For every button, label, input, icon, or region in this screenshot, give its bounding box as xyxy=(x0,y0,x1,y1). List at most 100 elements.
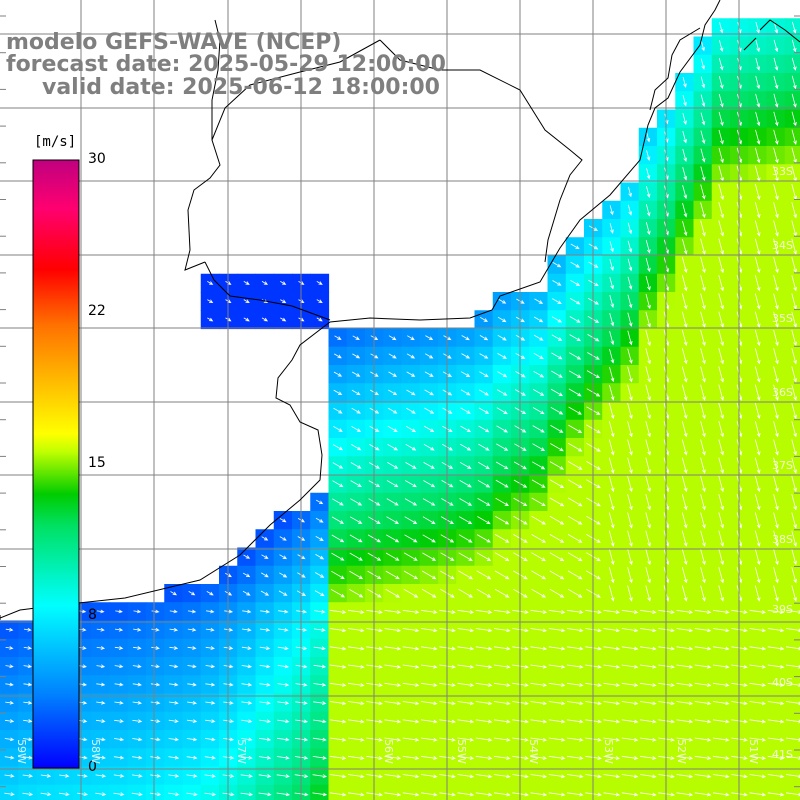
wind-cell xyxy=(711,784,731,800)
wind-arrow xyxy=(420,609,438,614)
wind-arrow xyxy=(676,646,694,651)
wind-arrow xyxy=(532,407,545,415)
wind-cell xyxy=(255,784,275,800)
wind-arrow xyxy=(627,222,633,235)
wind-arrow xyxy=(458,534,473,543)
lon-label: 51W xyxy=(746,739,760,764)
wind-arrow xyxy=(479,316,488,322)
wind-arrow xyxy=(402,755,420,760)
wind-arrow xyxy=(603,609,621,614)
wind-arrow xyxy=(475,609,493,614)
wind-arrow xyxy=(773,183,779,201)
wind-arrow xyxy=(791,293,797,310)
wind-arrow xyxy=(700,475,706,493)
wind-arrow xyxy=(458,570,473,580)
wind-arrow xyxy=(4,719,15,723)
wind-arrow xyxy=(331,552,345,561)
wind-arrow xyxy=(570,243,580,250)
wind-arrow xyxy=(23,700,33,705)
wind-arrow xyxy=(475,701,493,706)
wind-arrow xyxy=(530,701,548,706)
wind-arrow xyxy=(645,402,651,420)
wind-arrow xyxy=(609,384,615,401)
wind-arrow xyxy=(767,628,785,633)
wind-arrow xyxy=(639,701,657,706)
wind-arrow xyxy=(533,334,544,341)
wind-arrow xyxy=(333,407,343,414)
wind-arrow xyxy=(403,570,419,580)
wind-arrow xyxy=(718,512,724,529)
wind-arrow xyxy=(457,682,475,687)
wind-arrow xyxy=(347,792,365,797)
wind-arrow xyxy=(568,388,582,397)
wind-arrow xyxy=(749,682,767,687)
wind-arrow xyxy=(694,719,712,724)
wind-arrow xyxy=(497,334,507,341)
wind-arrow xyxy=(700,439,706,456)
wind-arrow xyxy=(331,516,344,524)
wind-arrow xyxy=(719,39,724,52)
wind-arrow xyxy=(132,682,142,687)
wind-arrow xyxy=(23,664,33,669)
wind-arrow xyxy=(767,609,785,614)
wind-arrow xyxy=(405,407,416,414)
wind-arrow xyxy=(694,609,712,614)
wind-arrow xyxy=(791,39,797,53)
wind-arrow xyxy=(406,389,416,396)
wind-arrow xyxy=(749,701,767,706)
wind-arrow xyxy=(476,570,492,580)
wind-arrow xyxy=(570,261,581,268)
wind-arrow xyxy=(791,111,797,127)
wind-cell xyxy=(401,784,421,800)
wind-arrow xyxy=(700,40,705,52)
wind-arrow xyxy=(186,719,198,723)
wind-arrow xyxy=(5,700,14,705)
wind-cell xyxy=(784,36,800,56)
wind-arrow xyxy=(646,185,651,198)
wind-cell xyxy=(638,784,658,800)
wind-arrow xyxy=(168,719,179,723)
wind-arrow xyxy=(384,719,402,724)
wind-arrow xyxy=(773,585,779,602)
wind-arrow xyxy=(608,475,615,493)
wind-arrow xyxy=(405,462,417,469)
wind-arrow xyxy=(314,609,326,614)
wind-arrow xyxy=(95,792,107,796)
wind-arrow xyxy=(676,737,694,742)
colorbar-tick-0: 0 xyxy=(88,759,97,775)
wind-arrow xyxy=(133,646,142,650)
wind-arrow xyxy=(347,774,365,779)
wind-arrow xyxy=(754,548,761,566)
wind-arrow xyxy=(347,628,365,633)
wind-arrow xyxy=(694,737,712,742)
wind-arrow xyxy=(645,366,651,383)
lon-label: 57W xyxy=(234,739,248,764)
wind-arrow xyxy=(609,312,615,327)
wind-arrow xyxy=(532,461,546,470)
wind-arrow xyxy=(150,700,161,705)
valid-date: valid date: 2025-06-12 18:00:00 xyxy=(42,75,440,100)
wind-arrow xyxy=(241,664,253,669)
wind-arrow xyxy=(681,494,688,511)
wind-arrow xyxy=(384,646,402,651)
wind-arrow xyxy=(384,701,402,706)
wind-arrow xyxy=(548,646,566,651)
wind-arrow xyxy=(334,353,342,359)
wind-cell xyxy=(419,784,439,800)
wind-arrow xyxy=(312,756,327,760)
wind-arrow xyxy=(627,512,633,529)
colorbar xyxy=(32,159,80,769)
wind-arrow xyxy=(347,755,365,760)
wind-arrow xyxy=(773,475,779,493)
wind-arrow xyxy=(475,628,493,633)
wind-arrow xyxy=(700,457,706,474)
wind-arrow xyxy=(186,774,198,778)
wind-arrow xyxy=(423,480,436,488)
wind-arrow xyxy=(261,281,268,285)
wind-arrow xyxy=(718,348,724,365)
wind-arrow xyxy=(627,402,633,420)
wind-arrow xyxy=(627,530,633,547)
wind-arrow xyxy=(791,475,797,493)
wind-arrow xyxy=(773,238,779,255)
wind-arrow xyxy=(477,516,491,525)
